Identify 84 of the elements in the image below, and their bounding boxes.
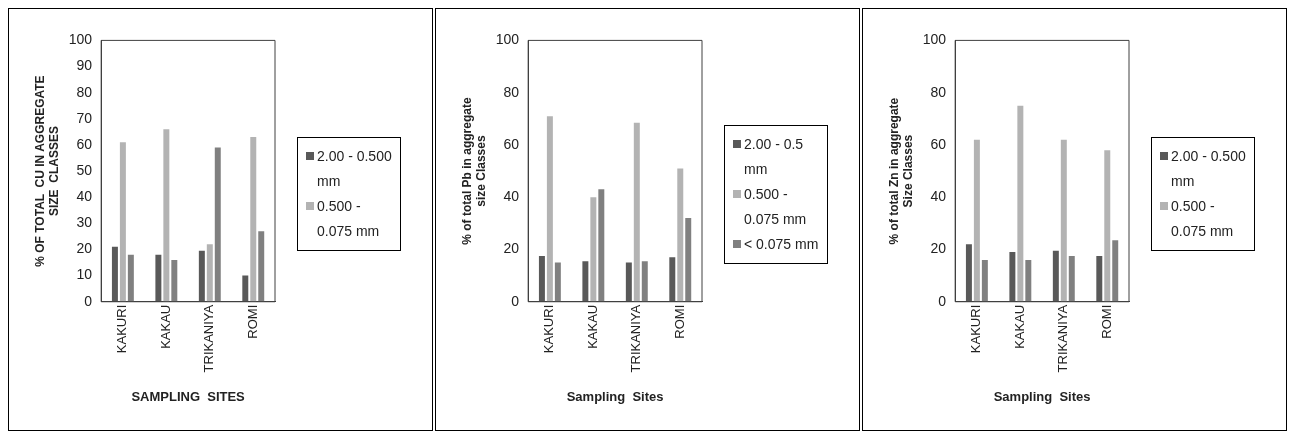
y-tick-label: 20 — [930, 240, 947, 257]
bar — [677, 168, 684, 302]
bar — [538, 256, 545, 302]
bar — [206, 244, 213, 302]
x-tick-label: ROMI — [1098, 304, 1114, 339]
bar — [1025, 259, 1032, 302]
x-axis-title: Sampling Sites — [993, 388, 1091, 404]
bar — [1052, 250, 1059, 302]
y-axis-title: % of total Pb in aggregate size Classes — [459, 97, 488, 245]
y-tick-label: 40 — [930, 188, 947, 205]
bar — [111, 246, 118, 302]
y-tick-label: 100 — [68, 31, 93, 48]
bar — [214, 147, 221, 302]
bar — [1112, 240, 1119, 302]
x-tick-label: KAKURI — [114, 304, 130, 354]
bar — [1104, 150, 1111, 302]
bar — [973, 139, 980, 302]
bar — [1068, 256, 1075, 302]
bar — [258, 231, 265, 302]
y-tick-label: 80 — [930, 83, 947, 100]
x-tick-label: KAKAU — [157, 304, 173, 349]
bar — [633, 122, 640, 302]
y-tick-label: 80 — [503, 83, 520, 100]
bar — [625, 262, 632, 302]
bar — [582, 261, 589, 302]
legend-label: 0.500 - 0.075 mm — [1171, 197, 1235, 241]
x-tick-label: KAKURI — [968, 304, 984, 354]
bar — [598, 189, 605, 302]
y-tick-label: 0 — [511, 292, 520, 309]
x-tick-label: ROMI — [244, 304, 260, 339]
y-tick-label: 40 — [503, 188, 520, 205]
y-tick-label: 40 — [76, 188, 93, 205]
x-axis-title: SAMPLING SITES — [131, 388, 246, 404]
bar — [171, 259, 178, 302]
legend-label: 0.500 - 0.075 mm — [744, 184, 808, 229]
x-tick-label: TRIKANIYA — [628, 304, 644, 373]
legend-label: 2.00 - 0.500 mm — [317, 147, 392, 191]
y-axis-title: % of total Zn in aggregate Size Classes — [886, 97, 915, 245]
bar — [965, 244, 972, 302]
bar — [546, 116, 553, 302]
bar — [1060, 139, 1067, 302]
y-tick-label: 0 — [84, 292, 93, 309]
bar — [250, 137, 257, 302]
bar — [641, 261, 648, 302]
y-tick-label: 60 — [503, 135, 520, 152]
y-tick-label: 80 — [76, 83, 93, 100]
bar — [198, 250, 205, 302]
legend-label: 0.500 - 0.075 mm — [317, 197, 381, 241]
y-tick-label: 10 — [76, 266, 93, 283]
y-tick-label: 20 — [503, 240, 520, 257]
bar — [155, 254, 162, 302]
x-tick-label: TRIKANIYA — [1055, 304, 1071, 373]
bar — [1009, 252, 1016, 302]
bar — [119, 142, 126, 302]
bar — [242, 275, 249, 302]
y-tick-label: 70 — [76, 109, 93, 126]
x-tick-label: KAKAU — [584, 304, 600, 349]
x-tick-label: TRIKANIYA — [201, 304, 217, 373]
y-tick-label: 60 — [930, 135, 947, 152]
bar — [590, 197, 597, 302]
bar — [981, 259, 988, 302]
x-tick-label: KAKAU — [1011, 304, 1027, 349]
y-tick-label: 50 — [76, 161, 93, 178]
legend-label: 2.00 - 0.500 mm — [1171, 147, 1246, 191]
y-tick-label: 60 — [76, 135, 93, 152]
bar — [554, 262, 561, 302]
y-tick-label: 20 — [76, 240, 93, 257]
y-axis-title: % OF TOTAL CU IN AGGREGATE SIZE CLASSES — [32, 75, 61, 267]
legend-label: 2.00 - 0.5 mm — [744, 134, 805, 179]
bar — [163, 129, 170, 302]
y-tick-label: 30 — [76, 214, 93, 231]
y-tick-label: 90 — [76, 57, 93, 74]
y-tick-label: 100 — [495, 31, 520, 48]
x-axis-title: Sampling Sites — [566, 388, 664, 404]
bar — [669, 257, 676, 302]
y-tick-label: 100 — [922, 31, 947, 48]
x-tick-label: KAKURI — [541, 304, 557, 354]
bar — [1017, 105, 1024, 302]
bar — [685, 218, 692, 302]
bar — [1096, 256, 1103, 302]
y-tick-label: 0 — [938, 292, 947, 309]
x-tick-label: ROMI — [671, 304, 687, 339]
legend-label: < 0.075 mm — [744, 234, 819, 254]
bar — [127, 254, 134, 302]
